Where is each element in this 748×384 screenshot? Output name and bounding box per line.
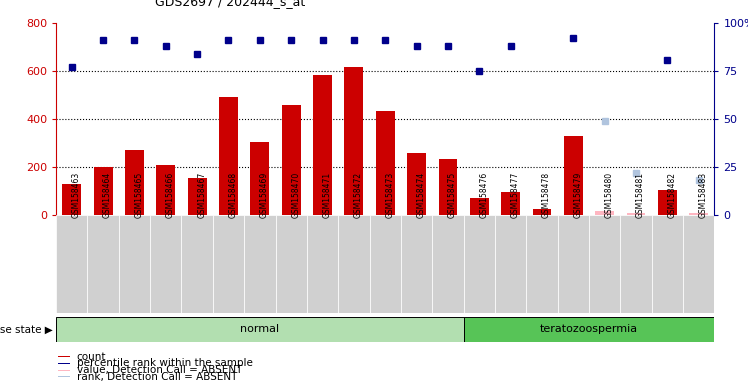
- Text: GSM158481: GSM158481: [636, 172, 645, 218]
- Bar: [125, 150, 144, 215]
- Bar: [432, 215, 464, 313]
- Bar: [213, 215, 244, 313]
- Text: GSM158477: GSM158477: [511, 172, 520, 218]
- Text: GSM158467: GSM158467: [197, 172, 206, 218]
- Text: GSM158471: GSM158471: [322, 172, 331, 218]
- Text: GSM158483: GSM158483: [699, 172, 708, 218]
- Bar: [58, 376, 70, 377]
- Bar: [188, 178, 206, 215]
- Text: count: count: [77, 352, 106, 362]
- Bar: [501, 192, 520, 215]
- Text: GSM158473: GSM158473: [385, 172, 394, 218]
- Bar: [589, 215, 620, 313]
- Bar: [557, 215, 589, 313]
- Bar: [370, 215, 401, 313]
- Bar: [470, 198, 488, 215]
- Text: percentile rank within the sample: percentile rank within the sample: [77, 358, 253, 368]
- Bar: [564, 136, 583, 215]
- Bar: [345, 68, 364, 215]
- Text: GSM158479: GSM158479: [573, 172, 582, 218]
- Text: GSM158480: GSM158480: [604, 172, 613, 218]
- Text: teratozoospermia: teratozoospermia: [540, 324, 638, 334]
- Bar: [313, 74, 332, 215]
- Bar: [119, 215, 150, 313]
- Bar: [338, 215, 370, 313]
- Bar: [56, 317, 464, 342]
- Text: GSM158465: GSM158465: [135, 172, 144, 218]
- Text: GSM158466: GSM158466: [166, 172, 175, 218]
- Text: GSM158469: GSM158469: [260, 172, 269, 218]
- Bar: [219, 98, 238, 215]
- Text: GSM158463: GSM158463: [72, 172, 81, 218]
- Bar: [150, 215, 182, 313]
- Bar: [275, 215, 307, 313]
- Text: GSM158472: GSM158472: [354, 172, 363, 218]
- Bar: [182, 215, 213, 313]
- Text: GSM158464: GSM158464: [103, 172, 112, 218]
- Text: rank, Detection Call = ABSENT: rank, Detection Call = ABSENT: [77, 372, 237, 382]
- Bar: [56, 215, 88, 313]
- Bar: [307, 215, 338, 313]
- Text: value, Detection Call = ABSENT: value, Detection Call = ABSENT: [77, 365, 242, 375]
- Text: GSM158470: GSM158470: [291, 172, 300, 218]
- Bar: [156, 165, 175, 215]
- Bar: [282, 104, 301, 215]
- Bar: [58, 363, 70, 364]
- Bar: [251, 142, 269, 215]
- Bar: [244, 215, 275, 313]
- Bar: [464, 215, 495, 313]
- Bar: [595, 212, 614, 215]
- Bar: [58, 370, 70, 371]
- Bar: [627, 213, 646, 215]
- Bar: [495, 215, 527, 313]
- Bar: [689, 213, 708, 215]
- Bar: [438, 159, 457, 215]
- Bar: [375, 111, 395, 215]
- Text: GDS2697 / 202444_s_at: GDS2697 / 202444_s_at: [155, 0, 305, 8]
- Bar: [401, 215, 432, 313]
- Text: disease state ▶: disease state ▶: [0, 324, 52, 334]
- Text: GSM158476: GSM158476: [479, 172, 488, 218]
- Text: GSM158482: GSM158482: [667, 172, 676, 218]
- Bar: [533, 209, 551, 215]
- Bar: [652, 215, 683, 313]
- Text: GSM158474: GSM158474: [417, 172, 426, 218]
- Text: GSM158468: GSM158468: [228, 172, 238, 218]
- Text: normal: normal: [240, 324, 280, 334]
- Bar: [658, 190, 677, 215]
- Text: GSM158475: GSM158475: [448, 172, 457, 218]
- Bar: [683, 215, 714, 313]
- Bar: [94, 167, 112, 215]
- Bar: [58, 356, 70, 357]
- Bar: [407, 152, 426, 215]
- Bar: [620, 215, 652, 313]
- Bar: [88, 215, 119, 313]
- Bar: [527, 215, 557, 313]
- Bar: [464, 317, 714, 342]
- Bar: [62, 184, 82, 215]
- Text: GSM158478: GSM158478: [542, 172, 551, 218]
